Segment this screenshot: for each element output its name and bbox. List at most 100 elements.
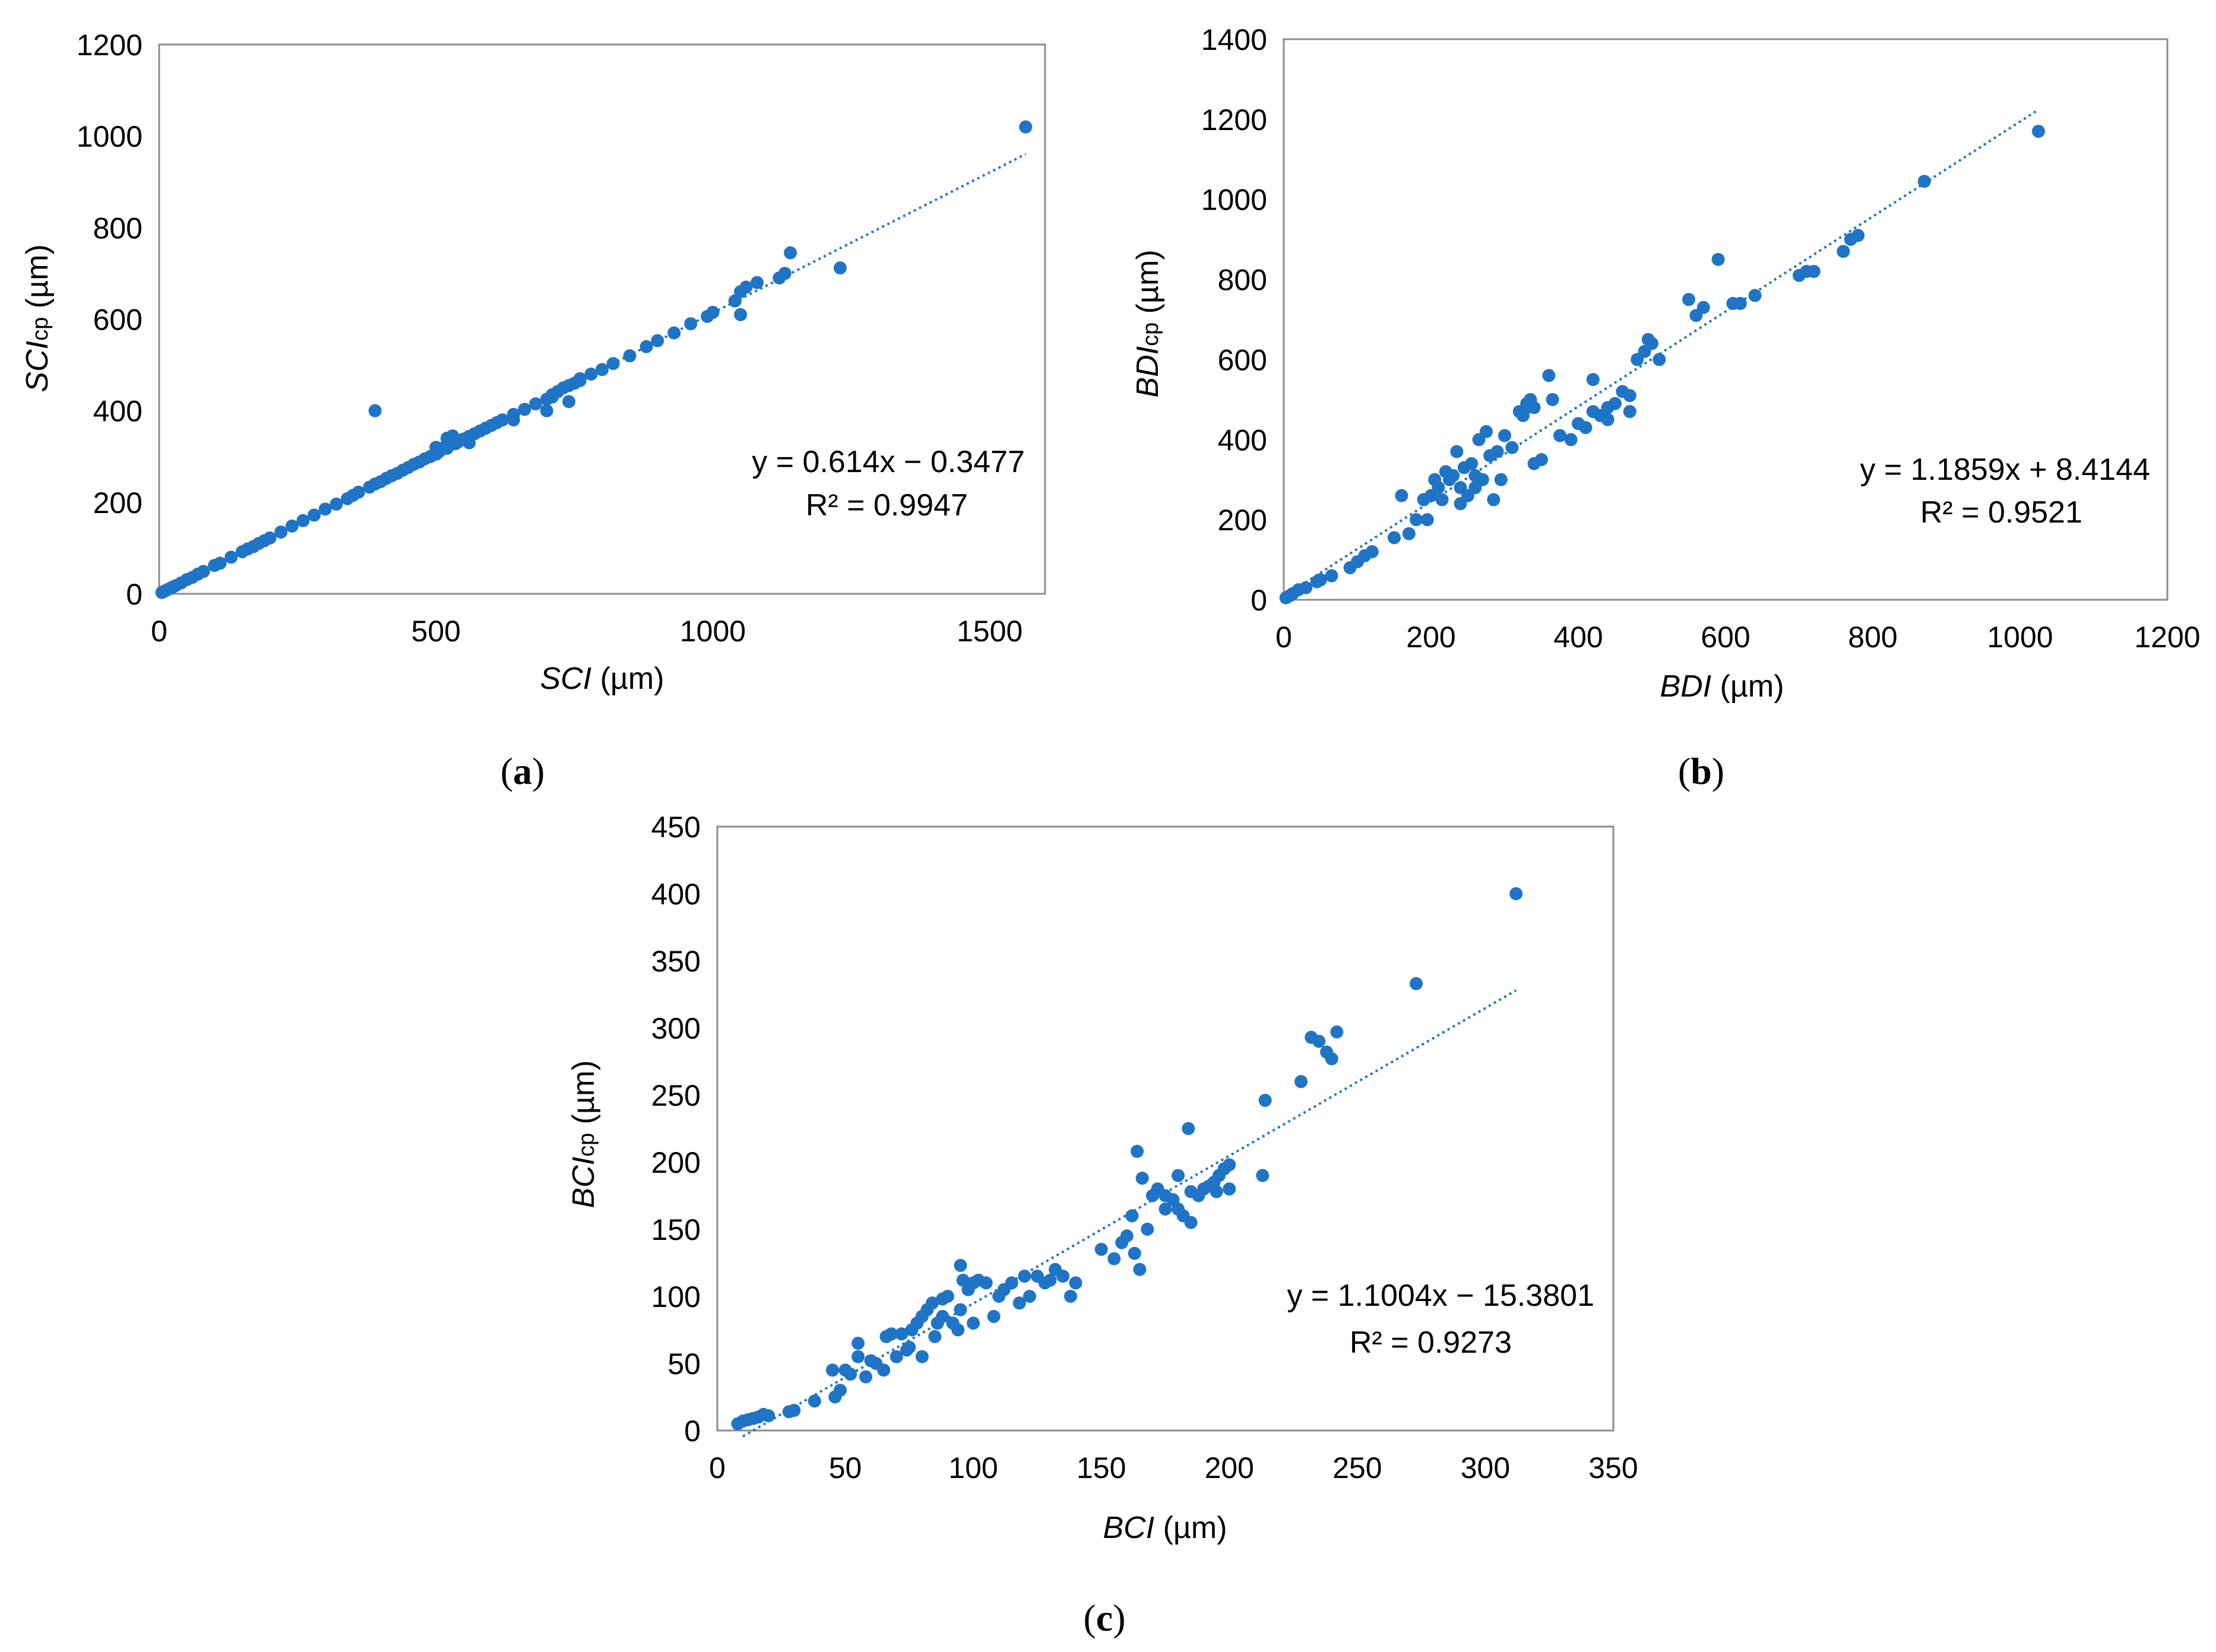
- y-axis-label-unit: (µm): [1131, 249, 1165, 322]
- data-point: [1022, 1290, 1036, 1303]
- y-tick-label: 200: [651, 1146, 701, 1179]
- data-point: [1365, 545, 1379, 559]
- data-point: [1837, 245, 1850, 258]
- x-axis-label: BDI (µm): [1660, 669, 1784, 704]
- data-point: [1498, 429, 1511, 442]
- data-point: [941, 1290, 955, 1303]
- data-point: [684, 317, 698, 331]
- data-point: [928, 1330, 942, 1343]
- y-tick-label: 400: [1218, 423, 1267, 457]
- data-point: [1450, 445, 1464, 458]
- data-point: [833, 261, 847, 275]
- x-axis-label-symbol: BCI: [1103, 1511, 1154, 1545]
- data-point: [1480, 425, 1493, 438]
- data-point: [926, 1296, 939, 1310]
- x-axis-label-unit: (µm): [1154, 1511, 1227, 1545]
- y-axis-label-subscript: cp: [1138, 322, 1163, 346]
- data-point: [1094, 1242, 1108, 1256]
- y-axis-label: BCIcp (µm): [566, 1060, 601, 1208]
- data-point: [1402, 527, 1416, 540]
- data-point: [903, 1340, 916, 1354]
- x-tick-label: 1000: [1987, 621, 2053, 654]
- data-point: [518, 403, 531, 416]
- data-point: [1141, 1223, 1154, 1236]
- data-point: [1133, 1262, 1147, 1276]
- data-point: [1446, 469, 1460, 482]
- data-point: [1527, 457, 1541, 470]
- y-axis-label-subscript: cp: [574, 1133, 599, 1157]
- data-point: [562, 395, 576, 409]
- data-point: [1325, 1052, 1338, 1065]
- data-point: [197, 565, 210, 578]
- data-point: [1487, 493, 1500, 507]
- data-point: [1520, 401, 1534, 414]
- chart-c: 0 50 100 150 200 250 300 350 0 50 100 150 200 250 300 3…: [566, 811, 1638, 1545]
- data-point: [651, 334, 664, 347]
- data-point: [1043, 1273, 1057, 1287]
- data-point: [1748, 289, 1762, 302]
- trend-line: [1284, 109, 2040, 597]
- data-point: [308, 508, 321, 522]
- data-point: [1120, 1229, 1134, 1243]
- y-tick-label: 300: [651, 1012, 701, 1045]
- x-tick-label: 1500: [957, 615, 1022, 648]
- data-point: [1917, 175, 1931, 188]
- data-point: [1294, 1075, 1308, 1088]
- x-tick-label: 100: [948, 1451, 998, 1485]
- r-squared: R² = 0.9947: [806, 488, 968, 523]
- data-point: [784, 246, 797, 259]
- y-tick-label: 50: [667, 1347, 701, 1381]
- data-point: [851, 1350, 865, 1363]
- x-tick-label: 350: [1588, 1451, 1638, 1485]
- data-point: [1553, 429, 1566, 442]
- data-point: [1505, 441, 1519, 454]
- data-point: [1395, 489, 1408, 502]
- data-point: [762, 1409, 775, 1423]
- data-point: [1601, 413, 1614, 426]
- y-tick-label: 1000: [77, 120, 143, 153]
- x-axis-label-symbol: BDI: [1660, 669, 1711, 704]
- data-point: [954, 1259, 967, 1273]
- chart-b: 0 200 400 600 800 1000 1200 0 200 400 600 800 1000 12…: [1131, 23, 2201, 704]
- y-tick-label: 400: [651, 878, 701, 911]
- data-point: [1172, 1169, 1185, 1182]
- plot-frame: [158, 43, 1046, 595]
- y-tick-label: 800: [1218, 264, 1267, 297]
- data-point: [1069, 1276, 1082, 1290]
- plot-frame: [1283, 38, 2168, 601]
- data-point: [833, 1384, 847, 1397]
- y-tick-label: 150: [651, 1213, 701, 1246]
- y-tick-label: 350: [651, 945, 701, 978]
- y-axis-label-unit: (µm): [20, 244, 55, 317]
- trend-line: [742, 989, 1517, 1438]
- y-tick-label: 0: [684, 1414, 701, 1448]
- data-point: [787, 1404, 801, 1417]
- trend-equation: y = 1.1004x − 15.3801: [1287, 1278, 1594, 1313]
- data-point: [1851, 229, 1865, 242]
- x-axis-label-symbol: SCI: [540, 662, 591, 696]
- data-point: [1312, 1034, 1326, 1048]
- chart-a: 0 500 1000 1500 0 200 400 600 800 1000 1200 y = 0.6…: [20, 29, 1046, 696]
- data-point: [1586, 405, 1600, 419]
- x-tick-label: 250: [1332, 1451, 1382, 1485]
- data-point: [1623, 389, 1636, 403]
- r-squared: R² = 0.9521: [1920, 495, 2082, 530]
- data-point: [1623, 405, 1636, 419]
- data-point: [1468, 469, 1482, 482]
- data-point: [1107, 1252, 1121, 1265]
- data-point: [1325, 569, 1338, 583]
- data-point: [1184, 1216, 1198, 1229]
- data-point: [1682, 293, 1695, 306]
- data-point: [506, 413, 520, 427]
- x-tick-label: 1200: [2134, 621, 2200, 654]
- data-point: [1410, 513, 1423, 527]
- data-point: [1182, 1122, 1195, 1135]
- data-point: [1454, 481, 1467, 495]
- x-tick-label: 50: [829, 1451, 862, 1485]
- data-point: [1019, 120, 1033, 134]
- data-point: [951, 1323, 965, 1337]
- data-point: [1465, 457, 1479, 470]
- data-point: [285, 519, 299, 533]
- data-point: [1410, 977, 1423, 990]
- y-tick-label: 200: [1218, 504, 1267, 537]
